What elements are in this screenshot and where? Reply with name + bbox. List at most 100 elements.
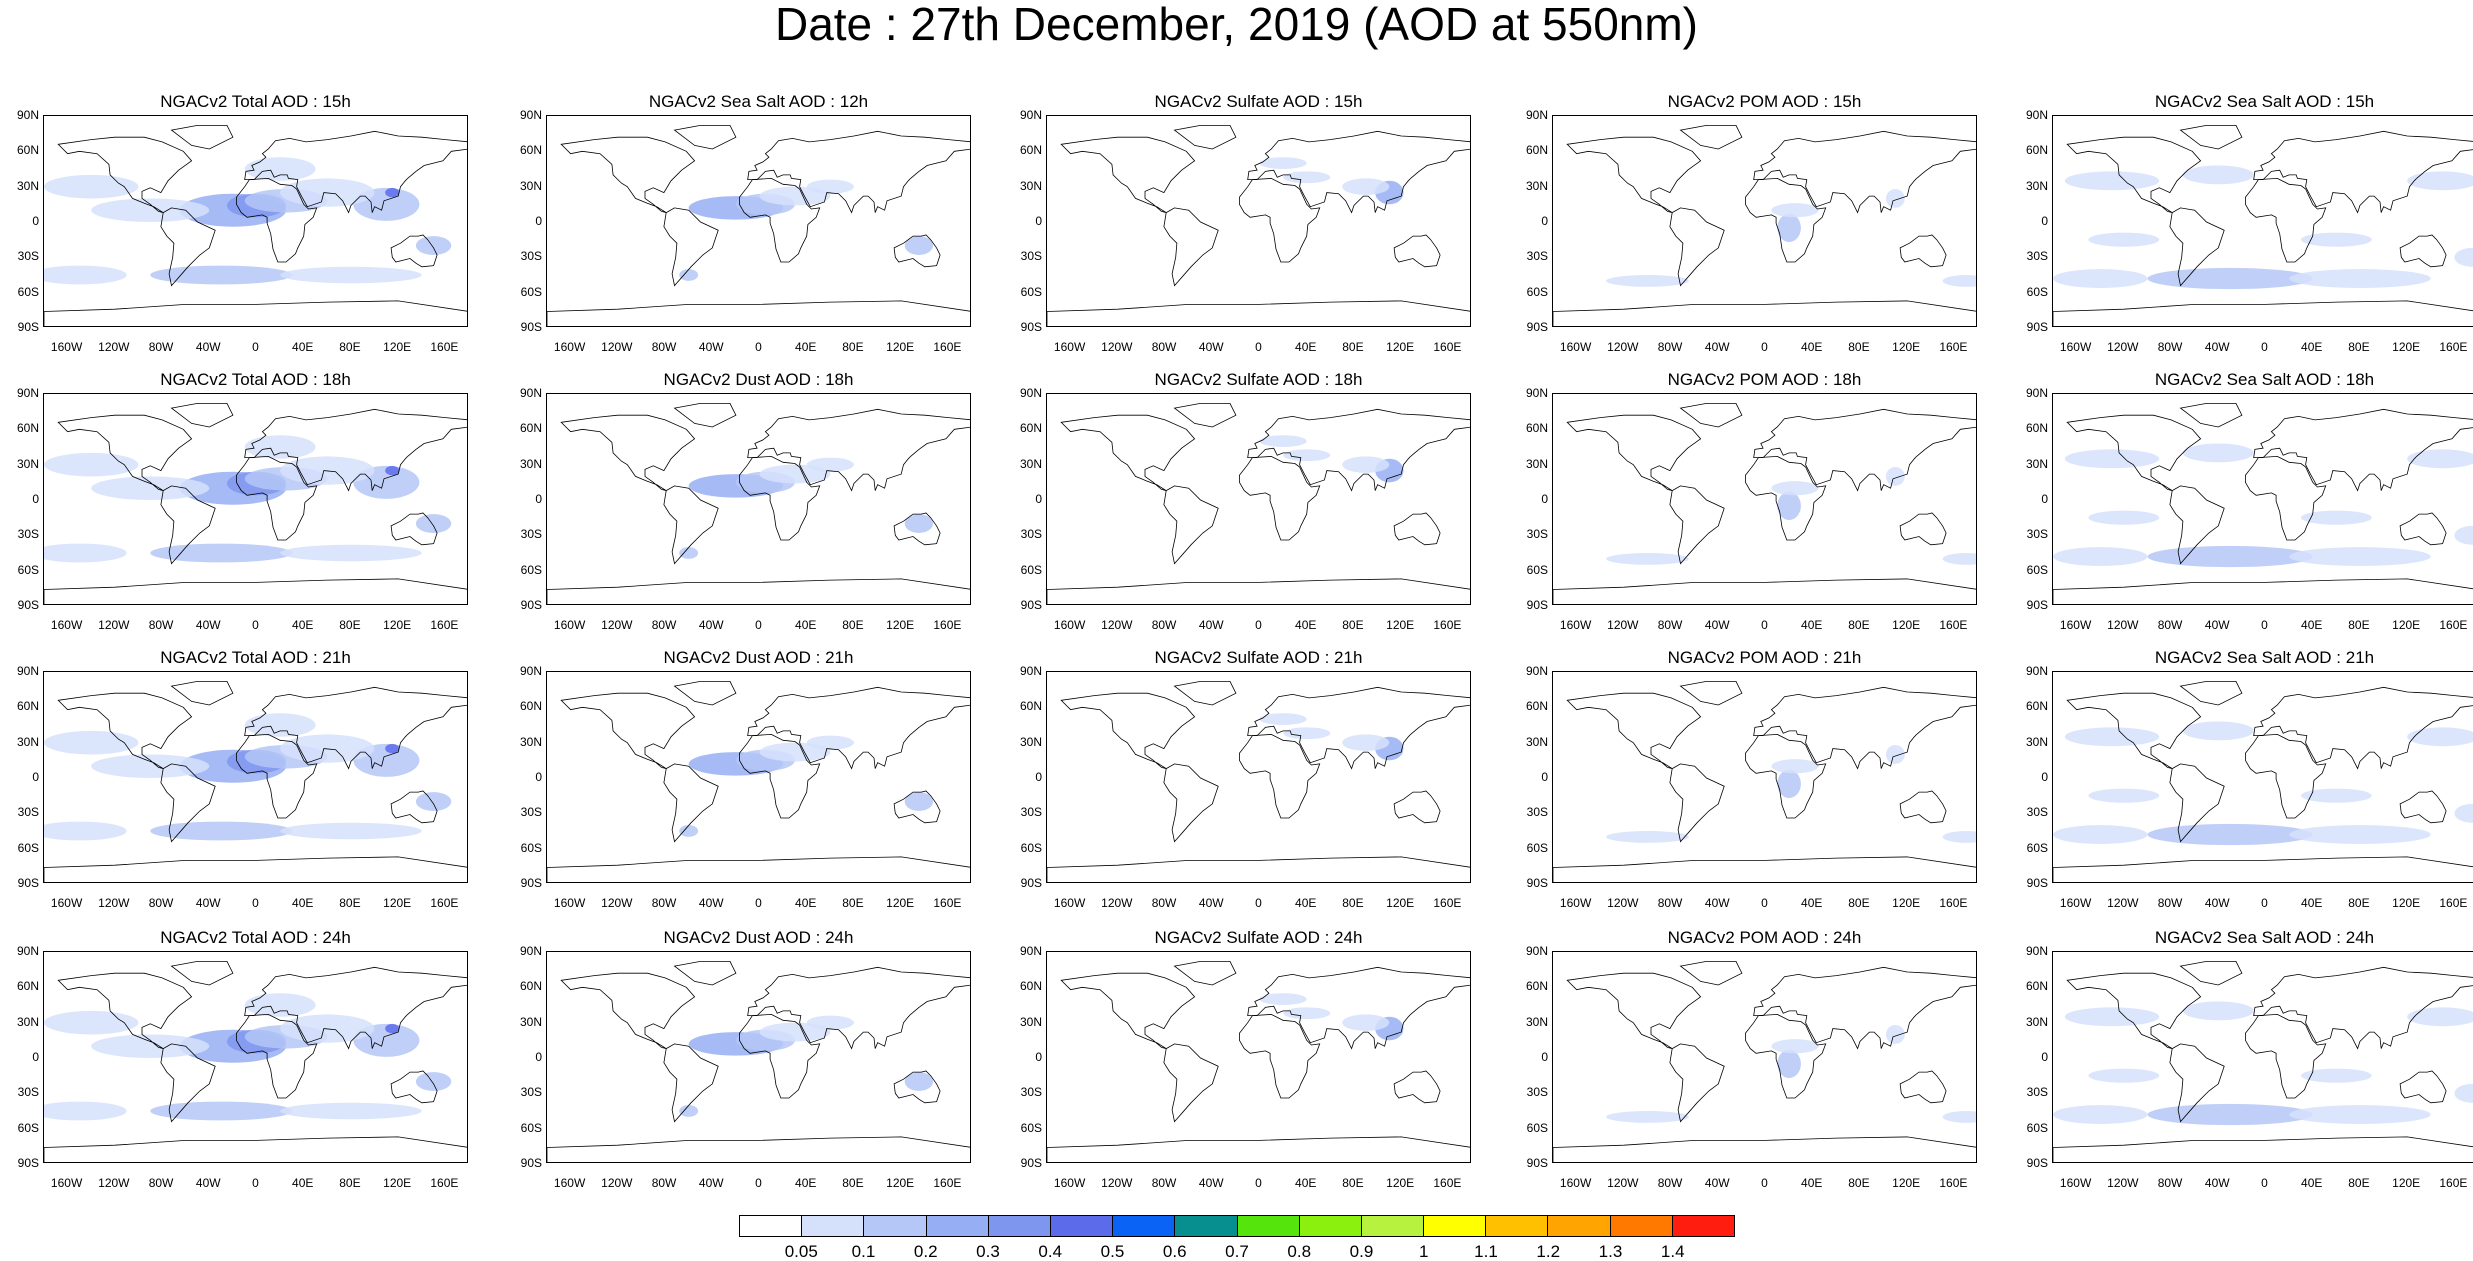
lat-tick-label: 90N	[519, 944, 542, 958]
aod-shading	[759, 742, 831, 762]
coastline	[547, 300, 970, 326]
aod-shading	[415, 1072, 452, 1091]
lat-tick-label: 90S	[520, 876, 542, 890]
aod-shading	[679, 825, 699, 837]
coastline	[2253, 686, 2473, 770]
colorbar-swatch	[1299, 1216, 1362, 1236]
lat-tick-label: 30S	[17, 527, 39, 542]
lat-tick-label: 0	[32, 770, 39, 784]
aod-shading	[2300, 510, 2372, 525]
aod-shading	[2064, 727, 2160, 747]
map-frame	[1552, 671, 1977, 883]
lat-tick-label: 90S	[1526, 876, 1548, 890]
lon-tick-label: 160W	[1053, 340, 1086, 354]
lon-tick-label: 80W	[148, 896, 174, 910]
coastline	[547, 1136, 970, 1162]
coastline	[747, 686, 970, 770]
aod-shading	[385, 1023, 400, 1034]
coastline	[2179, 680, 2243, 706]
lon-tick-label: 120W	[1607, 340, 1639, 354]
lon-tick-label: 0	[2261, 618, 2268, 632]
lon-tick-label: 160W	[553, 340, 586, 354]
coastline	[1566, 972, 1702, 1049]
lat-tick-label: 90S	[17, 320, 39, 334]
panel-title: NGACv2 Sea Salt AOD : 21h	[2154, 648, 2375, 667]
coastline	[1060, 414, 1196, 491]
lon-tick-label: 80E	[1848, 1176, 1870, 1190]
coastline	[390, 790, 438, 824]
coastline	[1679, 960, 1743, 986]
lat-tick-label: 30S	[1526, 249, 1548, 264]
coastline	[2169, 485, 2225, 565]
lat-tick-label: 90N	[16, 944, 39, 958]
aod-shading	[1342, 178, 1390, 195]
aod-shading	[244, 993, 316, 1017]
lat-tick-label: 30S	[17, 249, 39, 264]
coastline	[1744, 177, 1827, 263]
coastline	[2169, 1043, 2225, 1123]
coastline	[1060, 692, 1196, 769]
lat-tick-label: 0	[535, 214, 542, 228]
map-panel: NGACv2 Dust AOD : 24h 90N 60N 30N 0 30S 60S 90S…	[508, 928, 978, 1202]
lat-tick-label: 60S	[520, 284, 542, 299]
lon-tick-label: 80W	[1151, 896, 1177, 910]
lon-tick-label: 160W	[50, 1176, 83, 1190]
map-panel: NGACv2 Sulfate AOD : 24h 90N 60N 30N 0 30S 60S…	[1008, 928, 1478, 1202]
lat-tick-label: 60S	[17, 840, 39, 855]
lon-tick-label: 0	[1761, 340, 1768, 354]
coastline	[1173, 124, 1237, 150]
lat-tick-label: 60N	[1019, 979, 1042, 994]
aod-shading	[2182, 1001, 2254, 1021]
lon-tick-label: 40W	[1198, 340, 1224, 354]
aod-shading	[44, 1010, 139, 1035]
coastline	[547, 856, 970, 882]
world-map	[547, 960, 970, 1162]
lat-tick-label: 60S	[2026, 840, 2048, 855]
map-frame	[2052, 671, 2473, 883]
panel-title: NGACv2 Sulfate AOD : 21h	[1154, 648, 1363, 667]
coastline	[1163, 763, 1219, 843]
coastline	[2053, 856, 2473, 882]
coastline	[1566, 136, 1702, 213]
coastline	[893, 1070, 941, 1104]
panel-title: NGACv2 Total AOD : 18h	[160, 370, 351, 389]
aod-shading	[1885, 745, 1905, 764]
lat-tick-label: 30S	[520, 1085, 542, 1100]
colorbar-swatch	[802, 1216, 865, 1236]
lon-tick-label: 160E	[1433, 340, 1462, 354]
coastline	[244, 130, 467, 214]
lat-tick-label: 30N	[16, 456, 39, 471]
colorbar-label: 0.05	[784, 1242, 818, 1261]
colorbar-swatch	[1361, 1216, 1425, 1236]
aod-shading	[1259, 993, 1307, 1005]
lon-tick-label: 40W	[1198, 618, 1224, 632]
lon-tick-label: 40E	[292, 340, 314, 354]
lon-tick-label: 80W	[148, 340, 174, 354]
coastline	[244, 966, 467, 1050]
world-map	[1047, 960, 1470, 1162]
coastline	[44, 1136, 467, 1162]
lat-tick-label: 0	[535, 492, 542, 506]
lat-tick-label: 90S	[520, 598, 542, 612]
lon-tick-label: 160E	[933, 1176, 962, 1190]
aod-shading	[2407, 171, 2473, 191]
coastline	[663, 763, 719, 843]
coastline	[1753, 686, 1976, 770]
colorbar-swatch	[1424, 1216, 1487, 1236]
lat-tick-label: 30N	[519, 456, 542, 471]
lon-tick-label: 160E	[2439, 340, 2468, 354]
lon-tick-label: 40E	[1295, 340, 1317, 354]
map-panel: NGACv2 Dust AOD : 18h 90N 60N 30N 0 30S 60S 90S…	[508, 370, 978, 644]
lat-tick-label: 90S	[1020, 320, 1042, 334]
lat-tick-label: 90N	[519, 386, 542, 400]
lon-tick-label: 160E	[430, 1176, 459, 1190]
lon-tick-label: 120W	[601, 1176, 633, 1190]
lon-tick-label: 0	[755, 618, 762, 632]
colorbar-swatch	[1548, 1216, 1611, 1236]
lat-tick-label: 0	[1541, 214, 1548, 228]
aod-shading	[1283, 1007, 1331, 1020]
lon-tick-label: 40E	[1801, 896, 1823, 910]
world-map	[1553, 124, 1976, 326]
lat-tick-label: 60N	[2025, 699, 2048, 714]
lat-tick-label: 60N	[16, 979, 39, 994]
